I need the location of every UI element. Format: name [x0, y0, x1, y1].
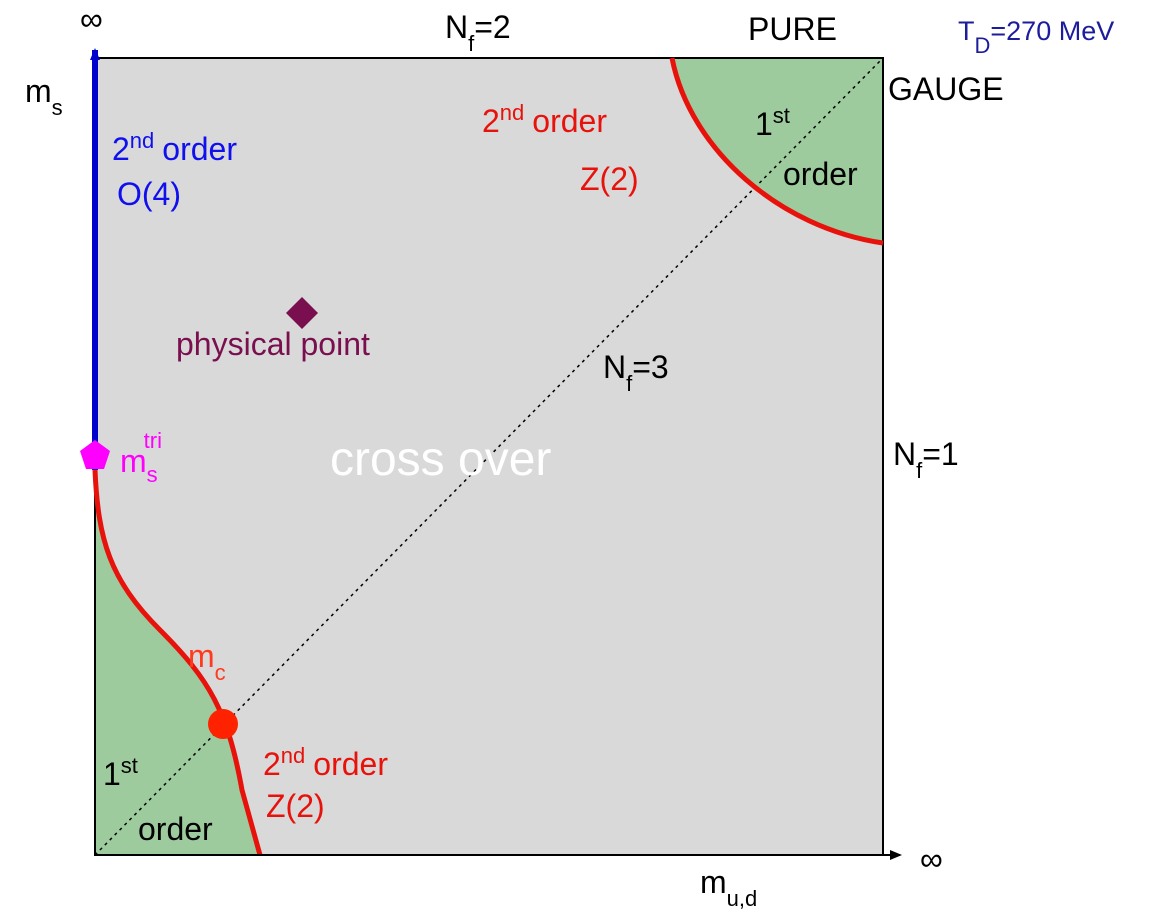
- order-sup: st: [773, 103, 790, 128]
- order-word: order: [313, 746, 388, 782]
- label-sub: s: [147, 462, 158, 487]
- order-word: order: [783, 156, 858, 192]
- pure-label: PURE: [748, 11, 837, 47]
- nf2-label: Nf=2: [445, 9, 511, 56]
- label-rest: =1: [922, 436, 958, 472]
- label-base: m: [120, 443, 147, 479]
- y-axis-label: ms: [25, 73, 63, 120]
- order-word: order: [138, 811, 213, 847]
- z2-top-label: 2nd order Z(2): [482, 100, 639, 198]
- first-top-label: 1st order: [755, 103, 858, 193]
- mc-label: mc: [188, 638, 226, 685]
- order-sup: nd: [281, 743, 305, 768]
- tricritical-point: [80, 440, 110, 469]
- label-base: N: [893, 436, 916, 472]
- order-num: 2: [263, 746, 281, 782]
- order-class: O(4): [117, 176, 181, 212]
- nf1-label: Nf=1: [893, 436, 959, 483]
- first-bottom-label: 1st order: [103, 753, 213, 848]
- label-sub: f: [468, 31, 475, 56]
- z2-bottom-label: 2nd order Z(2): [263, 743, 388, 825]
- z2-line-top: [669, 57, 884, 246]
- label-sup: tri: [144, 428, 162, 453]
- label-base: m: [700, 864, 727, 900]
- order-sup: nd: [500, 100, 524, 125]
- order-num: 2: [112, 131, 130, 167]
- x-infinity: ∞: [920, 841, 943, 877]
- label-base: T: [958, 16, 975, 46]
- physical-point-marker: [286, 297, 318, 329]
- critical-point: [208, 709, 238, 739]
- order-num: 1: [103, 756, 121, 792]
- crossover-label: cross over: [330, 433, 551, 486]
- physical-point-label: physical point: [176, 326, 370, 362]
- label-base: N: [445, 9, 468, 45]
- order-num: 2: [482, 103, 500, 139]
- order-class: Z(2): [266, 788, 325, 824]
- label-sub: f: [916, 458, 923, 483]
- label-sub: u,d: [727, 886, 758, 911]
- o4-label: 2nd order O(4): [112, 128, 237, 213]
- label-base: m: [25, 73, 52, 109]
- order-sup: st: [121, 753, 138, 778]
- first-order-region-bottom: [95, 470, 260, 855]
- z2-line-bottom: [92, 469, 263, 856]
- nf3-diagonal: [94, 57, 884, 856]
- label-base: m: [188, 638, 215, 674]
- label-sub: f: [626, 371, 633, 396]
- label-sub: D: [975, 33, 991, 58]
- order-word: order: [162, 131, 237, 167]
- td-label: TD=270 MeV: [958, 16, 1114, 58]
- label-sub: s: [52, 95, 63, 120]
- label-rest: =2: [474, 9, 510, 45]
- order-class: Z(2): [580, 161, 639, 197]
- nf3-label: Nf=3: [603, 349, 669, 396]
- label-base: N: [603, 349, 626, 385]
- label-rest: =3: [632, 349, 668, 385]
- y-infinity: ∞: [80, 1, 103, 37]
- order-word: order: [532, 103, 607, 139]
- x-axis-label: mu,d: [700, 864, 757, 911]
- gauge-label: GAUGE: [888, 71, 1004, 107]
- order-num: 1: [755, 106, 773, 142]
- first-order-region-top: [672, 58, 883, 243]
- label-sub: c: [215, 660, 226, 685]
- label-rest: =270 MeV: [990, 16, 1114, 46]
- mtri-label: ms tri: [120, 428, 162, 487]
- order-sup: nd: [130, 128, 154, 153]
